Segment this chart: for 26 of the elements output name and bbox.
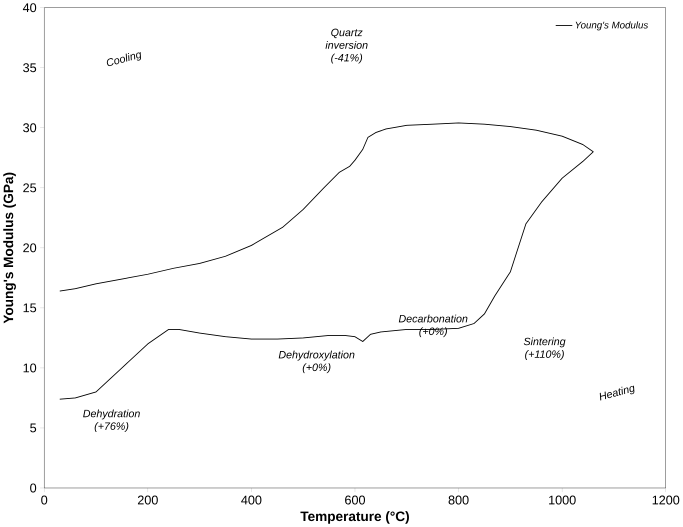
x-axis-title: Temperature (°C) <box>300 511 409 524</box>
y-tick-label: 25 <box>23 183 36 192</box>
y-tick-label: 40 <box>22 3 36 12</box>
y-tick-label: 20 <box>23 243 36 252</box>
annotation: Dehydration (+76%) <box>83 409 140 432</box>
x-tick-label: 600 <box>345 496 366 504</box>
y-tick-label: 10 <box>24 363 36 372</box>
y-tick-label: 0 <box>30 484 36 492</box>
y-tick-label: 15 <box>24 303 36 312</box>
x-tick-label: 1200 <box>652 496 680 504</box>
line-series <box>59 122 594 400</box>
x-tick-label: 400 <box>241 496 262 504</box>
x-tick-label: 800 <box>448 496 469 504</box>
legend-label: Young's Modulus <box>576 21 648 30</box>
x-tick-label: 1000 <box>549 496 576 504</box>
annotation: Quartz inversion (-41%) <box>326 28 368 64</box>
annotation: Heating <box>600 386 634 400</box>
annotation: Cooling <box>106 52 141 66</box>
x-tick-label: 0 <box>41 496 48 504</box>
annotation: Dehydroxylation (+0%) <box>278 350 354 374</box>
y-tick-label: 30 <box>23 123 36 132</box>
y-axis-title: Young's Modulus (GPa) <box>3 172 16 324</box>
y-tick-label: 35 <box>23 63 36 72</box>
annotation: Sintering (+110%) <box>524 337 566 360</box>
y-tick-label: 5 <box>30 424 36 432</box>
x-tick-label: 200 <box>138 496 158 504</box>
